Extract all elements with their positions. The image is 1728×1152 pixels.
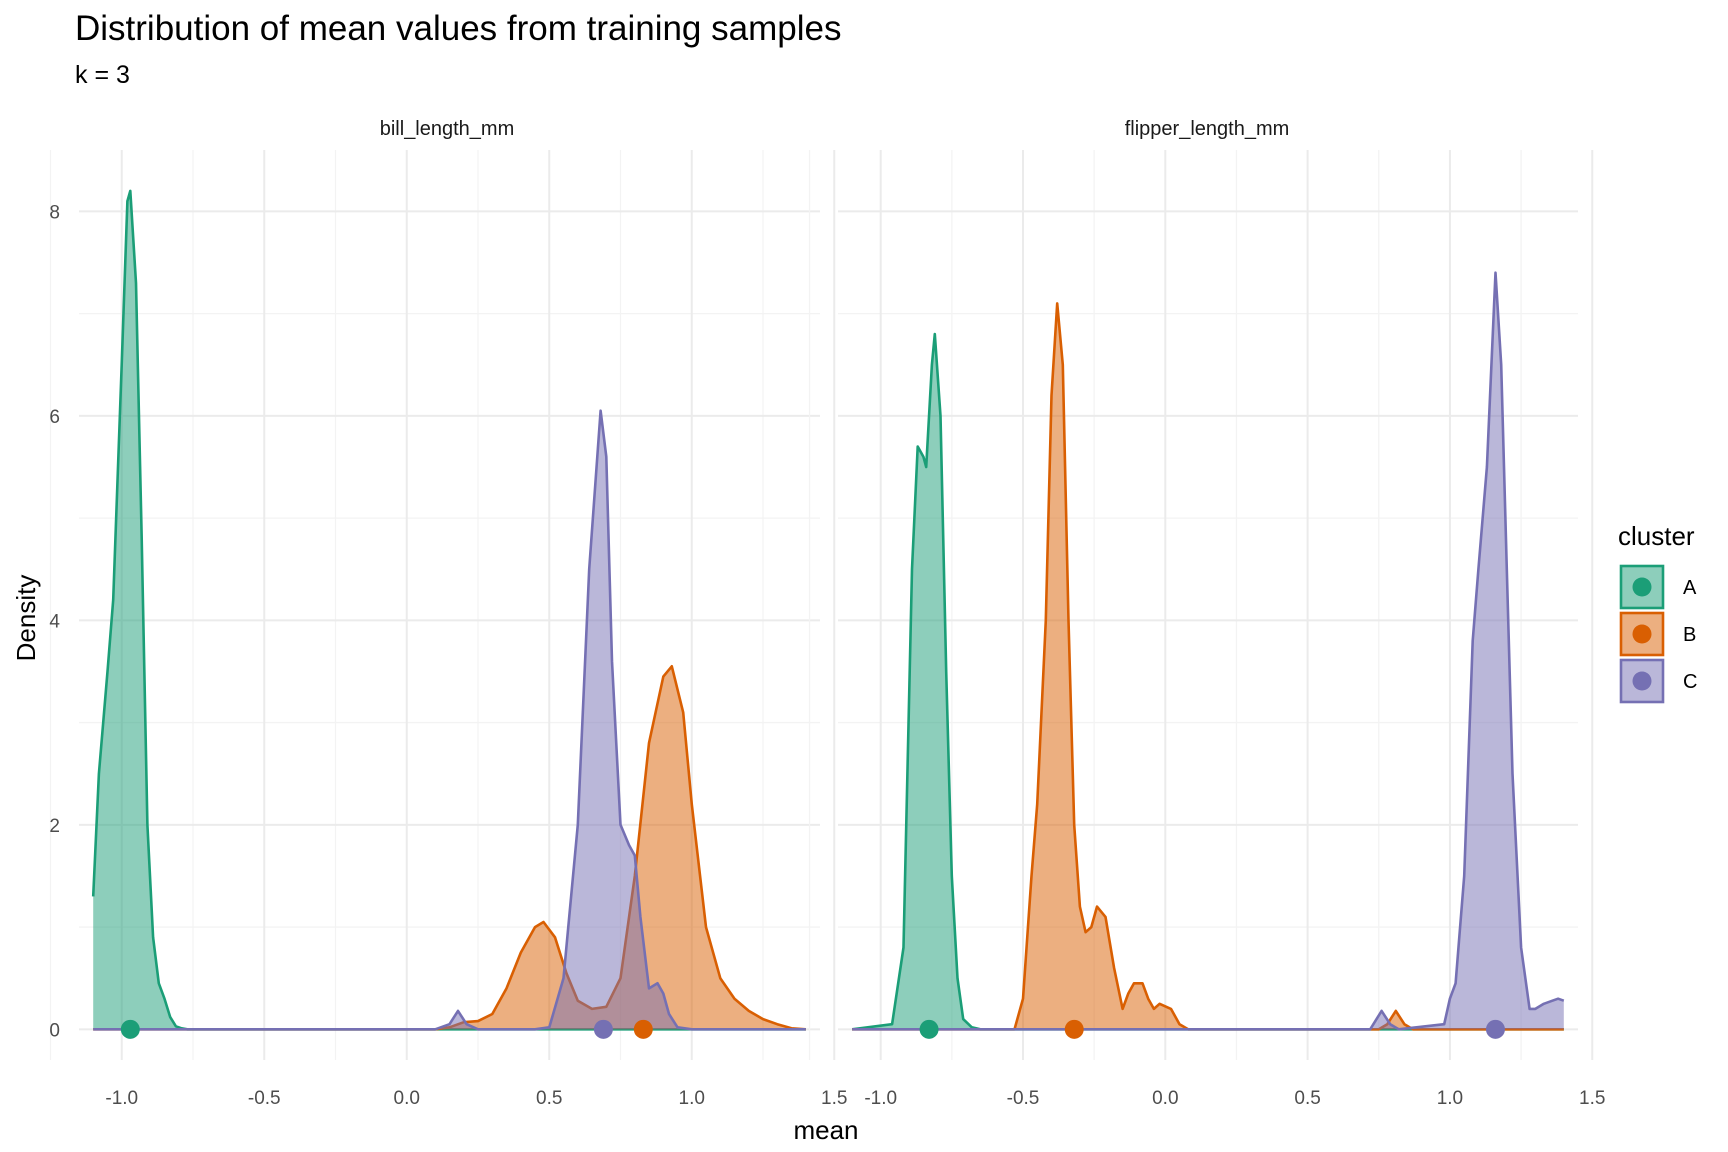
density-area-A [852, 334, 1564, 1030]
legend-point-A [1632, 577, 1652, 597]
y-tick-label: 8 [49, 202, 60, 223]
y-tick-label: 6 [49, 407, 60, 428]
mean-point-C [1485, 1019, 1505, 1039]
legend-point-B [1632, 624, 1652, 644]
x-tick-label: 1.0 [679, 1088, 705, 1109]
x-tick-label: 1.5 [1579, 1088, 1605, 1109]
density-area-C [93, 410, 806, 1030]
x-tick-label: 0.5 [536, 1088, 562, 1109]
density-line-C [93, 409, 806, 1031]
chart-title: Distribution of mean values from trainin… [75, 9, 841, 48]
density-area-B [93, 666, 806, 1030]
chart-subtitle: k = 3 [75, 61, 130, 89]
legend-title: cluster [1618, 521, 1695, 551]
x-tick-label: -1.0 [864, 1088, 897, 1109]
legend-label-B: B [1683, 624, 1696, 646]
panel-flipper_length_mm: flipper_length_mm -1.0 -0.5 0.0 0.5 1.0 1.5 [808, 118, 1605, 1109]
y-axis-title: Density [11, 575, 41, 662]
facet-label-flipper_length_mm: flipper_length_mm [1125, 118, 1290, 140]
legend-label-C: C [1683, 671, 1697, 693]
x-tick-label: -1.0 [105, 1088, 138, 1109]
x-tick-label: 0.5 [1294, 1088, 1320, 1109]
panel-bill_length_mm: bill_length_mm -1.0 -0.5 0.0 0.5 1.0 1.5 0 2 4 6 8 [49, 118, 847, 1109]
x-tick-label: -0.5 [248, 1088, 281, 1109]
facet-label-bill_length_mm: bill_length_mm [380, 118, 515, 140]
y-tick-label: 4 [49, 611, 60, 632]
y-tick-label: 2 [49, 816, 60, 837]
mean-point-A [120, 1019, 140, 1039]
mean-point-B [633, 1019, 653, 1039]
density-line-C [852, 271, 1565, 1031]
facet-panels: bill_length_mm -1.0 -0.5 0.0 0.5 1.0 1.5 0 2 4 6 8 f… [49, 118, 1605, 1109]
x-tick-label: -0.5 [1007, 1088, 1040, 1109]
x-tick-label: 1.0 [1437, 1088, 1463, 1109]
density-line-B [852, 302, 1564, 1031]
x-tick-label: 0.0 [1152, 1088, 1178, 1109]
x-axis-title: mean [793, 1115, 858, 1145]
density-line-A [852, 332, 1564, 1031]
mean-point-A [919, 1019, 939, 1039]
mean-point-B [1064, 1019, 1084, 1039]
density-area-C [852, 272, 1564, 1030]
density-area-B [852, 303, 1564, 1030]
legend: cluster A B C [1618, 521, 1697, 704]
y-tick-label: 0 [49, 1020, 60, 1041]
legend-label-A: A [1683, 577, 1697, 599]
x-tick-label: 1.5 [821, 1088, 847, 1109]
mean-point-C [593, 1019, 613, 1039]
legend-point-C [1632, 671, 1652, 691]
x-tick-label: 0.0 [394, 1088, 420, 1109]
